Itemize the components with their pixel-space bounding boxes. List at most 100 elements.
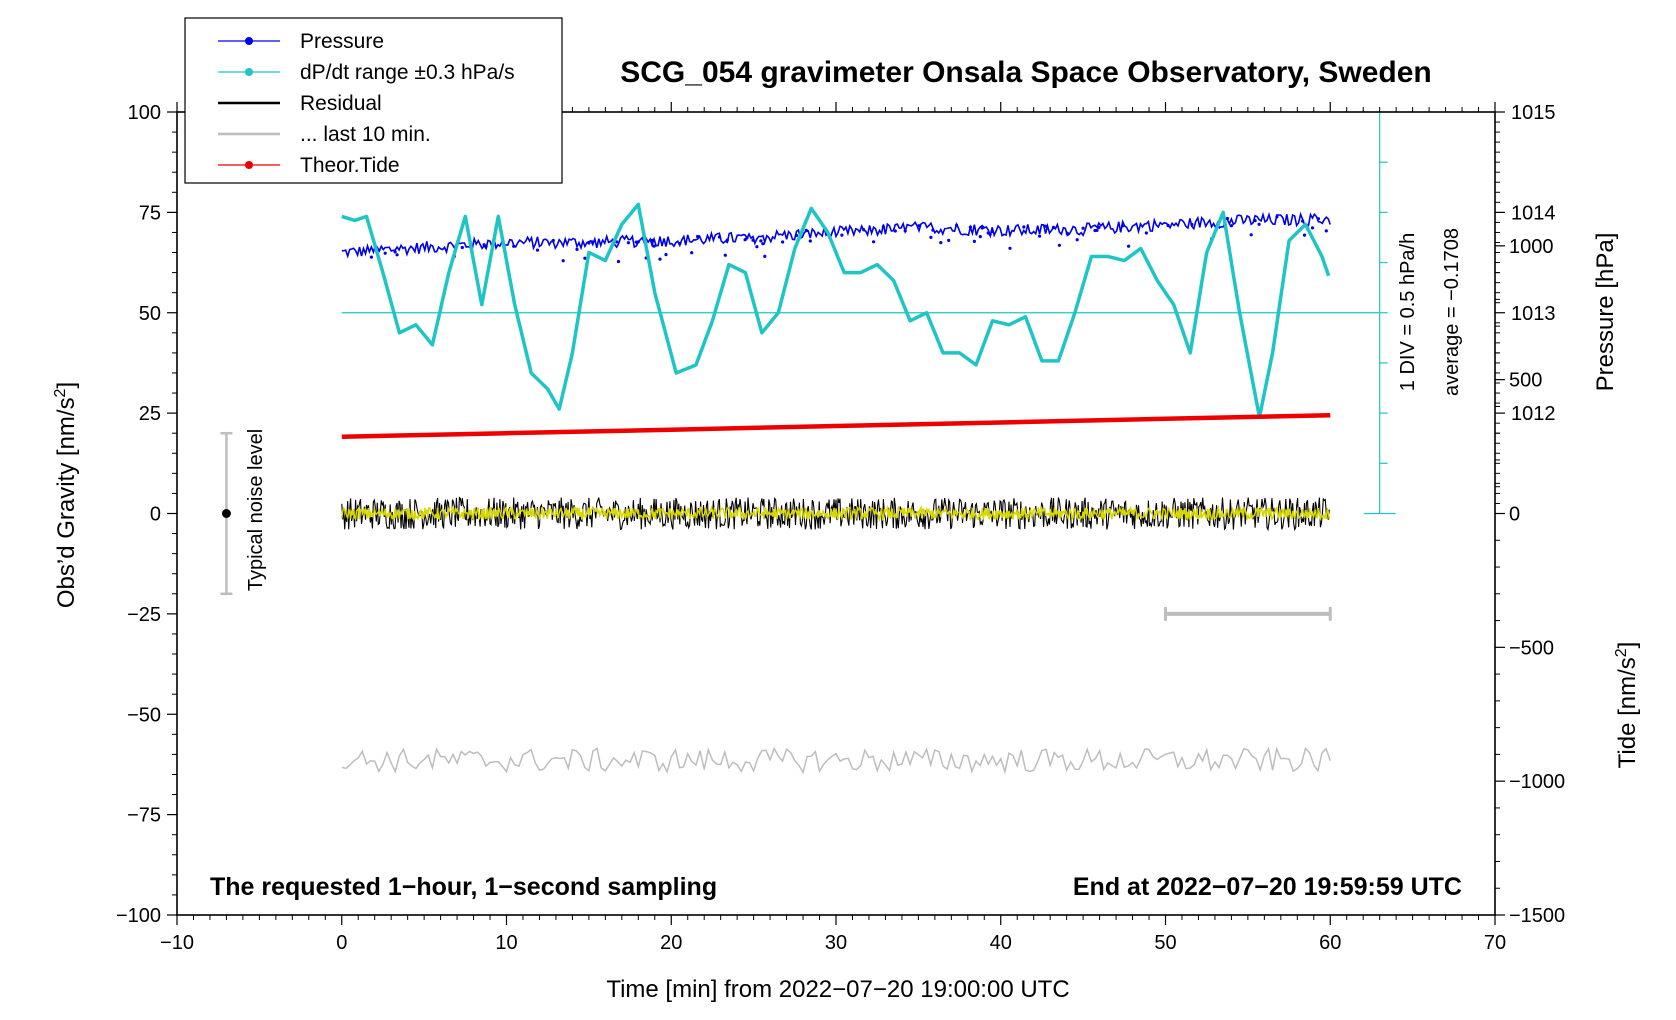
x-tick-label: 60 [1319, 932, 1341, 954]
pressure-point [1229, 224, 1233, 228]
pressure-point [1166, 223, 1170, 228]
pressure-point [917, 224, 921, 228]
pressure-point [583, 256, 587, 260]
last-10min-series-line [341, 746, 1332, 775]
x-tick-label: 70 [1484, 932, 1506, 954]
pressure-point [1249, 233, 1253, 237]
pressure-series-line [341, 211, 1331, 259]
pressure-point [968, 225, 973, 229]
pressure-point [393, 250, 397, 254]
pressure-tick-label: 1012 [1511, 403, 1556, 425]
y-tick-label: 25 [139, 403, 161, 425]
pressure-point [988, 232, 992, 236]
pressure-point [929, 235, 933, 239]
pressure-point [1310, 226, 1315, 230]
y-tick-label: −100 [116, 905, 161, 927]
left-note: The requested 1−hour, 1−second sampling [210, 873, 717, 901]
series-layer [341, 111, 1396, 775]
pressure-point [1065, 231, 1069, 235]
tide-tick-label: −1000 [1509, 771, 1565, 793]
pressure-point [383, 251, 387, 255]
legend: Pressure dP/dt range ±0.3 hPa/s Residual..… [184, 17, 563, 184]
pressure-point [575, 247, 579, 251]
y-axis-label-tide: Tide [nm/s2] [1613, 642, 1641, 769]
legend-swatch-dot [245, 37, 253, 45]
pressure-point [751, 238, 755, 242]
pressure-point [980, 226, 984, 230]
y-tick-label: −50 [127, 704, 161, 726]
pressure-point [978, 235, 982, 239]
pressure-point [794, 233, 799, 238]
pressure-point [903, 229, 907, 233]
y-tick-label: 0 [150, 504, 161, 526]
y-axis-label-left-end: ] [53, 382, 80, 389]
pressure-point [972, 239, 977, 243]
pressure-point [723, 253, 727, 257]
y-tick-label: 50 [139, 303, 161, 325]
pressure-point [1095, 228, 1099, 232]
legend-label: Pressure [300, 30, 384, 53]
pressure-point [1081, 226, 1085, 230]
pressure-point [561, 259, 565, 263]
pressure-point [1316, 217, 1320, 221]
pressure-point [881, 225, 886, 229]
y-axis-label-tide-end: ] [1614, 642, 1641, 649]
pressure-point [535, 248, 540, 252]
pressure-point [840, 233, 844, 237]
pressure-point [369, 255, 373, 259]
pressure-point [636, 240, 640, 244]
pressure-point [1044, 224, 1048, 228]
pressure-point [678, 241, 682, 246]
chart-title: SCG_054 gravimeter Onsala Space Observat… [620, 56, 1432, 89]
tick-layer: −10 0 10 20 30 40 50 60 701007550250−25−50−75−10… [116, 102, 1565, 954]
pressure-point [591, 240, 595, 244]
y-axis-label-pressure: Pressure [hPa] [1592, 233, 1619, 392]
pressure-point [743, 238, 747, 242]
pressure-point [939, 241, 943, 245]
x-tick-label: 40 [990, 932, 1012, 954]
pressure-point [1008, 246, 1012, 250]
pressure-point [1225, 216, 1229, 221]
x-tick-label: 10 [495, 932, 517, 954]
pressure-point [395, 253, 399, 257]
pressure-point [804, 228, 808, 232]
annotation-layer: SCG_054 gravimeter Onsala Space Observat… [52, 56, 1641, 1003]
tide-tick-label: 0 [1509, 504, 1520, 526]
pressure-point [745, 236, 749, 240]
pressure-point [717, 235, 722, 239]
y-tick-label: 100 [128, 102, 161, 124]
pressure-point [1275, 215, 1279, 219]
pressure-point [626, 241, 631, 245]
average-label: average = −0.1708 [1441, 228, 1463, 396]
tide-series-line [341, 413, 1331, 439]
pressure-tick-label: 1015 [1511, 102, 1556, 124]
legend-box [184, 17, 563, 184]
pressure-point [725, 238, 729, 242]
pressure-point [808, 239, 812, 243]
pressure-point [1022, 225, 1026, 229]
pressure-point [1253, 219, 1257, 223]
pressure-point [650, 238, 654, 242]
x-axis-label: Time [min] from 2022−07−20 19:00:00 UTC [606, 976, 1069, 1003]
right-note: End at 2022−07−20 19:59:59 UTC [1073, 873, 1462, 901]
y-tick-label: 75 [139, 202, 161, 224]
pressure-point [755, 245, 759, 249]
legend-label: Residual [300, 92, 382, 115]
pressure-point [872, 240, 876, 244]
pressure-point [1097, 225, 1101, 230]
pressure-point [1121, 224, 1125, 228]
y-axis-label-left-main: Obs’d Gravity [nm/s [53, 397, 80, 608]
pressure-point [512, 244, 516, 248]
x-tick-label: 50 [1154, 932, 1176, 954]
pressure-point [931, 228, 935, 232]
pressure-point [1051, 225, 1056, 229]
legend-label: dP/dt range ±0.3 hPa/s [300, 61, 515, 84]
pressure-point [990, 229, 994, 233]
tide-tick-label: −500 [1509, 637, 1554, 659]
x-tick-label: −10 [160, 932, 194, 954]
pressure-point [664, 253, 668, 257]
pressure-point [763, 254, 767, 258]
div-label: 1 DIV = 0.5 hPa/h [1397, 233, 1419, 391]
